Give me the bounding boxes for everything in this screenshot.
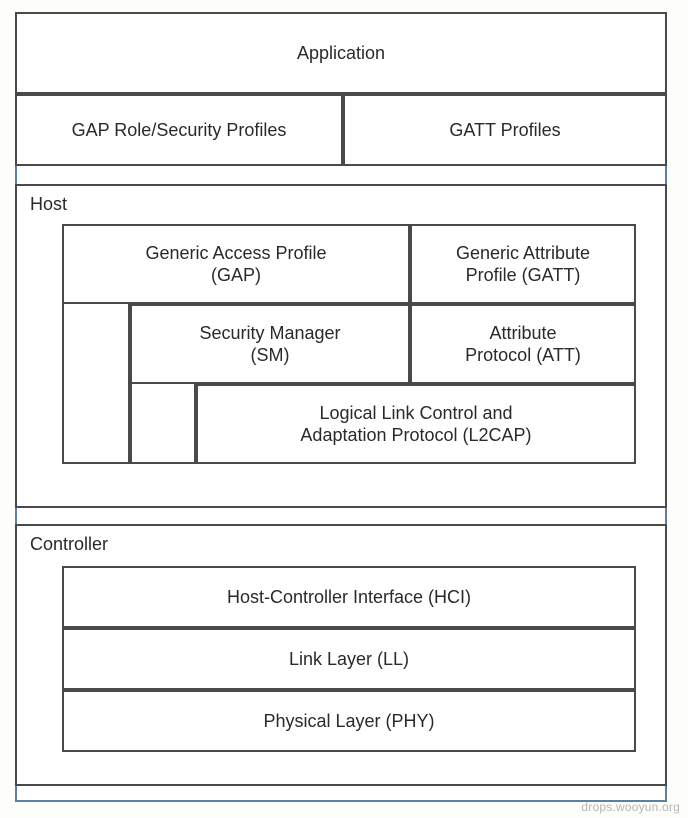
controller-section-label: Controller [30, 534, 108, 555]
application-layer: Application [15, 12, 667, 94]
l2cap-line2: Adaptation Protocol (L2CAP) [300, 424, 531, 447]
watermark-text: drops.wooyun.org [581, 800, 680, 814]
gap-profiles-label: GAP Role/Security Profiles [72, 120, 287, 141]
ble-stack-diagram: Application GAP Role/Security Profiles G… [0, 0, 688, 818]
host-section-label: Host [30, 194, 67, 215]
sm-line1: Security Manager [199, 322, 340, 345]
ll-label: Link Layer (LL) [289, 648, 409, 671]
gap-profiles-cell: GAP Role/Security Profiles [15, 94, 343, 166]
att-line1: Attribute [489, 322, 556, 345]
phy-label: Physical Layer (PHY) [263, 710, 434, 733]
att-line2: Protocol (ATT) [465, 344, 581, 367]
gatt-line1: Generic Attribute [456, 242, 590, 265]
hci-label: Host-Controller Interface (HCI) [227, 586, 471, 609]
gap-line2: (GAP) [211, 264, 261, 287]
gatt-profiles-label: GATT Profiles [449, 120, 560, 141]
att-cell: Attribute Protocol (ATT) [410, 304, 636, 384]
sm-line2: (SM) [251, 344, 290, 367]
gap-line1: Generic Access Profile [145, 242, 326, 265]
sm-left-rail [130, 384, 196, 464]
sm-cell: Security Manager (SM) [130, 304, 410, 384]
gatt-profiles-cell: GATT Profiles [343, 94, 667, 166]
hci-cell: Host-Controller Interface (HCI) [62, 566, 636, 628]
ll-cell: Link Layer (LL) [62, 628, 636, 690]
gap-left-rail [62, 304, 130, 464]
application-label: Application [297, 43, 385, 64]
phy-cell: Physical Layer (PHY) [62, 690, 636, 752]
gap-cell: Generic Access Profile (GAP) [62, 224, 410, 304]
gatt-cell: Generic Attribute Profile (GATT) [410, 224, 636, 304]
l2cap-line1: Logical Link Control and [319, 402, 512, 425]
gatt-line2: Profile (GATT) [466, 264, 581, 287]
l2cap-cell: Logical Link Control and Adaptation Prot… [196, 384, 636, 464]
